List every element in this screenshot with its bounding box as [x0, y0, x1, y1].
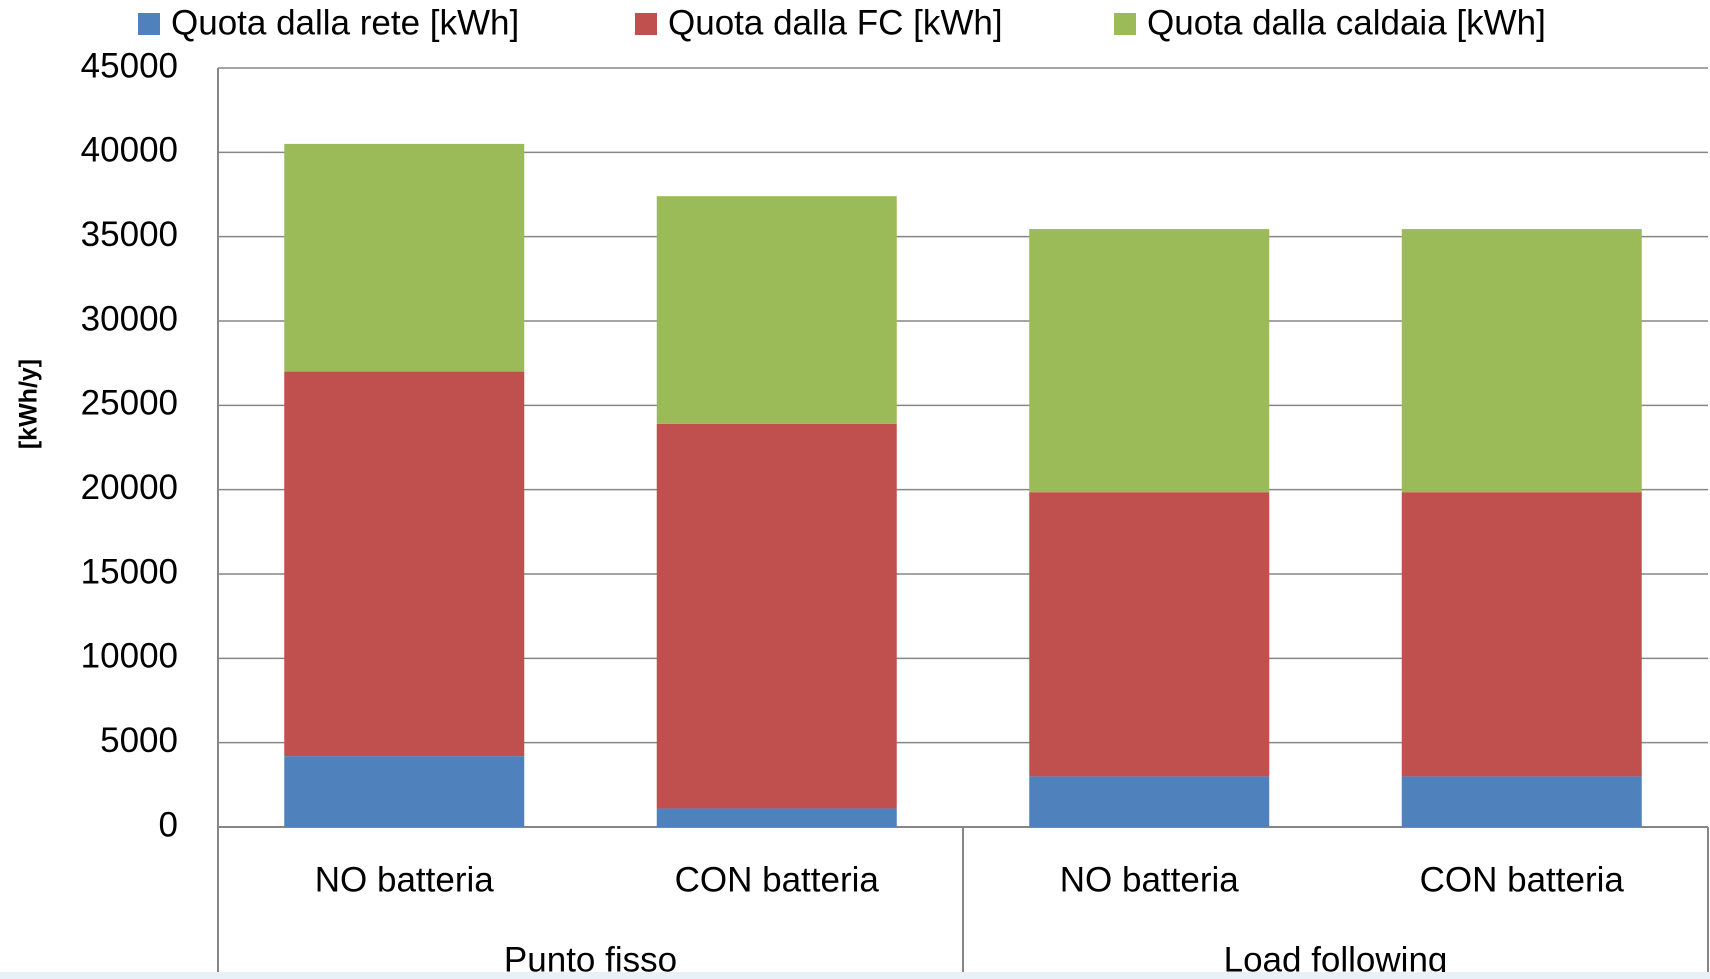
y-tick-label: 15000	[81, 552, 178, 591]
bar-segment	[284, 756, 525, 827]
bar-segment	[1029, 776, 1270, 827]
bar-segment	[284, 371, 525, 757]
y-tick-label: 10000	[81, 637, 178, 676]
bar-segment	[656, 196, 897, 424]
bar-segment	[1029, 229, 1270, 493]
legend-label: Quota dalla rete [kWh]	[171, 3, 519, 42]
x-tick-label: NO batteria	[315, 860, 494, 899]
screen-edge	[0, 972, 1710, 979]
bar-segment	[1401, 776, 1642, 827]
bar-segment	[656, 423, 897, 809]
y-tick-label: 0	[159, 805, 178, 844]
legend-swatch	[138, 13, 160, 35]
legend-swatch	[1114, 13, 1136, 35]
y-tick-label: 30000	[81, 299, 178, 338]
bar-segment	[284, 143, 525, 372]
legend-label: Quota dalla FC [kWh]	[668, 3, 1003, 42]
y-tick-label: 40000	[81, 131, 178, 170]
y-tick-label: 5000	[100, 721, 178, 760]
x-tick-label: NO batteria	[1060, 860, 1239, 899]
y-axis-label: [kWh/y]	[15, 359, 43, 449]
legend-swatch	[635, 13, 657, 35]
bar-segment	[656, 808, 897, 827]
y-tick-label: 35000	[81, 215, 178, 254]
y-tick-label: 20000	[81, 468, 178, 507]
y-tick-label: 25000	[81, 384, 178, 423]
bar-segment	[1401, 492, 1642, 777]
y-tick-label: 45000	[81, 46, 178, 85]
bar-segment	[1401, 229, 1642, 493]
x-tick-label: CON batteria	[1420, 860, 1625, 899]
legend-label: Quota dalla caldaia [kWh]	[1147, 3, 1546, 42]
bar-segment	[1029, 492, 1270, 777]
x-tick-label: CON batteria	[675, 860, 880, 899]
